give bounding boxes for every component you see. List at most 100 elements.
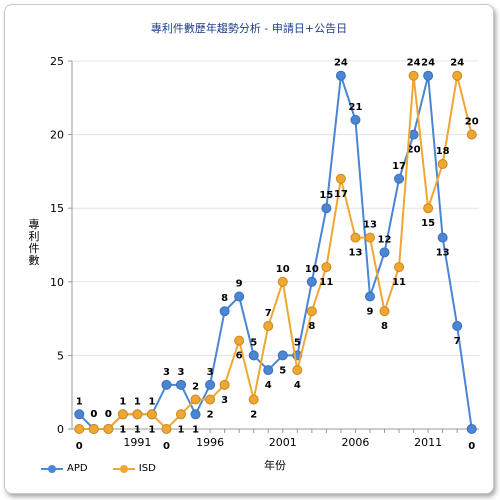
data-label-apd: 5 bbox=[294, 337, 301, 348]
data-point-isd bbox=[103, 424, 114, 434]
data-point-apd bbox=[74, 409, 85, 420]
data-label-isd: 1 bbox=[178, 424, 185, 435]
data-label-isd: 20 bbox=[465, 117, 479, 128]
data-label-apd: 9 bbox=[236, 279, 243, 290]
y-tick-label: 25 bbox=[50, 55, 64, 68]
x-tick-label: 2011 bbox=[414, 436, 442, 449]
data-point-apd bbox=[364, 291, 375, 302]
y-tick-label: 15 bbox=[50, 202, 64, 215]
data-label-apd: 1 bbox=[192, 424, 199, 435]
data-label-isd: 24 bbox=[407, 58, 421, 69]
data-label-isd: 10 bbox=[276, 264, 290, 275]
data-point-isd bbox=[234, 335, 245, 346]
legend-item-apd[interactable]: APD bbox=[41, 463, 88, 474]
data-label-apd: 24 bbox=[421, 58, 435, 69]
data-point-isd bbox=[74, 424, 85, 434]
data-point-apd bbox=[350, 114, 361, 125]
data-label-apd: 7 bbox=[454, 336, 461, 347]
series-line-apd bbox=[78, 75, 473, 430]
data-point-apd bbox=[176, 379, 187, 390]
data-label-apd: 1 bbox=[76, 396, 83, 407]
data-label-isd: 1 bbox=[119, 424, 126, 435]
data-point-isd bbox=[219, 379, 230, 390]
data-point-apd bbox=[335, 70, 346, 81]
data-point-apd bbox=[277, 350, 288, 361]
data-label-isd: 0 bbox=[90, 409, 97, 420]
data-label-isd: 8 bbox=[381, 321, 388, 332]
data-label-isd: 11 bbox=[319, 277, 333, 288]
data-label-isd: 1 bbox=[134, 424, 141, 435]
data-point-isd bbox=[466, 129, 477, 140]
series-line-isd bbox=[79, 75, 473, 431]
data-point-apd bbox=[394, 173, 405, 184]
data-point-isd bbox=[364, 232, 375, 243]
data-label-apd: 5 bbox=[250, 337, 257, 348]
data-label-apd: 0 bbox=[105, 409, 112, 420]
data-label-isd: 1 bbox=[148, 424, 155, 435]
x-axis-label: 年份 bbox=[264, 459, 286, 472]
data-point-isd bbox=[394, 262, 405, 273]
data-label-apd: 5 bbox=[279, 365, 286, 376]
data-label-isd: 2 bbox=[207, 410, 214, 421]
data-label-apd: 0 bbox=[468, 441, 475, 452]
data-point-apd bbox=[205, 379, 216, 390]
data-point-isd bbox=[263, 320, 274, 331]
data-label-apd: 21 bbox=[348, 102, 362, 113]
data-point-isd bbox=[117, 409, 128, 420]
data-point-isd bbox=[408, 70, 419, 81]
data-label-apd: 0 bbox=[90, 409, 97, 420]
data-label-apd: 1 bbox=[148, 396, 155, 407]
data-point-isd bbox=[452, 70, 463, 81]
data-label-apd: 24 bbox=[334, 58, 348, 69]
data-label-isd: 0 bbox=[76, 441, 83, 452]
y-axis-label: 專利件數 bbox=[28, 218, 40, 267]
x-tick-label: 1996 bbox=[196, 436, 224, 449]
data-point-apd bbox=[321, 203, 332, 214]
x-tick-label: 2006 bbox=[341, 436, 369, 449]
data-label-apd: 3 bbox=[163, 367, 170, 378]
legend-item-isd[interactable]: ISD bbox=[112, 463, 156, 474]
data-point-isd bbox=[306, 306, 317, 317]
y-tick-label: 0 bbox=[57, 423, 64, 436]
data-label-isd: 0 bbox=[163, 441, 170, 452]
legend-swatch-isd bbox=[112, 464, 135, 474]
y-tick-label: 10 bbox=[50, 276, 64, 289]
data-point-apd bbox=[190, 409, 201, 420]
data-label-apd: 20 bbox=[407, 145, 421, 156]
data-label-apd: 10 bbox=[305, 264, 319, 275]
data-point-isd bbox=[161, 424, 172, 434]
data-point-apd bbox=[306, 276, 317, 287]
data-label-apd: 4 bbox=[265, 380, 272, 391]
data-label-isd: 13 bbox=[363, 220, 377, 231]
data-point-isd bbox=[248, 394, 259, 405]
data-point-isd bbox=[176, 409, 187, 420]
data-label-apd: 15 bbox=[319, 190, 333, 201]
data-point-isd bbox=[88, 424, 99, 434]
data-label-apd: 3 bbox=[207, 367, 214, 378]
data-point-isd bbox=[423, 203, 434, 214]
data-point-isd bbox=[277, 276, 288, 287]
data-point-apd bbox=[423, 70, 434, 81]
chart-frame: 專利件數歷年趨勢分析 - 申請日+公告日 0 5 10 15 20 25 1991 1996 2… bbox=[4, 4, 494, 494]
data-point-isd bbox=[292, 365, 303, 376]
y-tick-label: 5 bbox=[57, 349, 64, 362]
data-label-isd: 18 bbox=[436, 146, 450, 157]
data-label-isd: 13 bbox=[348, 248, 362, 259]
data-label-isd: 24 bbox=[450, 58, 464, 69]
data-point-isd bbox=[437, 159, 448, 170]
data-point-apd bbox=[466, 424, 477, 434]
data-point-apd bbox=[437, 232, 448, 243]
data-label-apd: 9 bbox=[366, 307, 373, 318]
data-label-isd: 6 bbox=[236, 351, 243, 362]
data-label-apd: 3 bbox=[178, 367, 185, 378]
x-tick-label: 1991 bbox=[123, 436, 151, 449]
data-label-isd: 0 bbox=[105, 409, 112, 420]
data-label-apd: 17 bbox=[392, 161, 406, 172]
data-point-isd bbox=[335, 173, 346, 184]
data-label-apd: 8 bbox=[221, 293, 228, 304]
data-point-isd bbox=[321, 262, 332, 273]
y-tick-label: 20 bbox=[50, 129, 64, 142]
chart-title: 專利件數歷年趨勢分析 - 申請日+公告日 bbox=[150, 22, 348, 35]
data-point-apd bbox=[263, 365, 274, 376]
